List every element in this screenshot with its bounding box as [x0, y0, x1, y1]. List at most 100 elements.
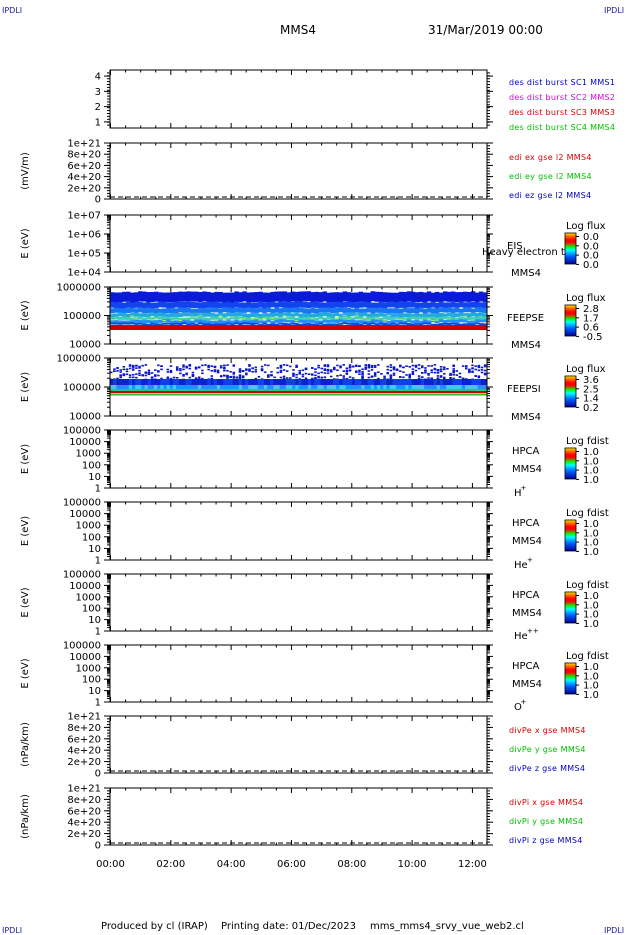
spectrogram-cell — [254, 379, 259, 385]
spectrogram-cell — [190, 316, 195, 320]
spectrogram-cell — [449, 372, 452, 375]
spectrogram-cell — [194, 317, 199, 321]
spectrogram-cell — [290, 291, 295, 302]
spectrogram-cell — [286, 307, 291, 313]
spectrogram-cell — [226, 379, 230, 385]
spectrogram-cell — [257, 379, 262, 385]
spectrogram-cell — [223, 369, 226, 372]
spectrogram-cell — [153, 375, 157, 377]
spectrogram-cell — [354, 315, 360, 317]
spectrogram-cell — [279, 366, 283, 369]
spectrogram-cell — [452, 377, 455, 380]
spectrogram-cell — [150, 322, 155, 325]
spectrogram-cell — [322, 302, 327, 309]
spectrogram-cell — [260, 389, 265, 391]
spectrogram-cell — [436, 369, 440, 372]
time-tick-label: 04:00 — [217, 859, 246, 870]
spectrogram-cell — [114, 292, 119, 303]
y-tick-label: 1e+21 — [67, 712, 101, 723]
spectrogram-cell — [238, 302, 243, 309]
spectrogram-cell — [443, 366, 446, 369]
spectrogram-cell — [216, 379, 221, 385]
spectrogram-cell — [455, 385, 460, 389]
y-tick-label: 1e+21 — [67, 139, 101, 150]
spectrogram-cell — [246, 313, 251, 318]
spectrogram-cell — [450, 316, 456, 320]
legend-entry: edi ez gse l2 MMS4 — [509, 191, 591, 200]
spectrogram-cell — [330, 313, 335, 318]
spectrogram-cell — [389, 376, 393, 378]
colorbar — [564, 591, 577, 624]
spectrogram-cell — [238, 385, 243, 389]
spectrogram-cell — [422, 319, 428, 323]
spectrogram-cell — [458, 319, 464, 323]
spectrogram-cell — [135, 365, 138, 367]
y-tick-label: 6e+20 — [67, 161, 101, 172]
spectrogram-cell — [478, 302, 484, 309]
spectrogram-cell — [191, 375, 195, 377]
spectrogram-cell — [382, 320, 388, 322]
spectrogram-cell — [398, 313, 404, 318]
spectrogram-cell — [346, 316, 352, 320]
spectrogram-cell — [186, 301, 191, 308]
y-tick-label: 0 — [95, 195, 101, 206]
spectrogram-cell — [390, 313, 396, 318]
spectrogram-cell — [443, 379, 447, 385]
spectrogram-cell — [185, 379, 189, 385]
y-tick-label: 100 — [82, 460, 101, 471]
spectrogram-cell — [241, 389, 246, 391]
spectrogram-cell — [389, 364, 393, 366]
y-tick-label: 10000 — [69, 437, 101, 448]
spectrogram-cell — [204, 389, 208, 391]
panel-frame — [109, 429, 488, 489]
spectrogram-cell — [210, 292, 215, 303]
spectrogram-cell — [286, 302, 291, 309]
spectrogram-cell — [455, 370, 459, 372]
spectrogram-cell — [216, 385, 221, 389]
spectrogram-cell — [398, 308, 404, 314]
spectrogram-cell — [383, 375, 386, 378]
spectrogram-cell — [179, 369, 182, 372]
spectrogram-cell — [126, 308, 131, 314]
y-tick-label: 100000 — [63, 426, 101, 437]
spectrogram-cell — [471, 385, 475, 389]
spectrogram-cell — [394, 308, 400, 314]
spectrogram-cell — [323, 372, 327, 374]
spectrogram-cell — [414, 385, 419, 389]
spectrogram-cell — [122, 368, 126, 371]
spectrogram-cell — [411, 368, 415, 370]
spectrogram-cell — [434, 291, 440, 302]
spectrogram-cell — [110, 322, 115, 325]
spectrogram-cell — [358, 320, 364, 324]
spectrogram-cell — [389, 374, 393, 377]
corner-tag-bottom-left: IPDLI — [2, 926, 23, 935]
spectrogram-cell — [411, 379, 416, 385]
spectrogram-cell — [144, 374, 148, 377]
spectrogram-cell — [222, 313, 227, 318]
spectrogram-cell — [131, 369, 135, 371]
spectrogram-cell — [185, 389, 189, 391]
spectrogram-cell — [414, 319, 420, 323]
spectrogram-cell — [320, 379, 325, 385]
spectrogram-cell — [370, 369, 374, 371]
spectrogram-cell — [202, 320, 207, 324]
spectrogram-cell — [434, 320, 440, 324]
spectrogram-cell — [282, 379, 287, 385]
spectrogram-cell — [374, 317, 380, 319]
spectrogram-cell — [270, 389, 274, 391]
spectrogram-cell — [285, 385, 290, 389]
spectrogram-cell — [198, 317, 203, 321]
spectrogram-cell — [470, 319, 476, 321]
panel-frame — [109, 214, 488, 273]
colorbar-tick-label: 1.0 — [583, 519, 599, 530]
spectrogram-cell — [150, 319, 155, 321]
spectrogram-cell — [169, 379, 174, 385]
spectrogram-cell — [295, 366, 298, 368]
spectrogram-cell — [226, 320, 231, 324]
spectrogram-cell — [386, 292, 392, 303]
spectrogram-cell — [226, 292, 231, 303]
spectrogram-cell — [219, 385, 224, 389]
spectrogram-cell — [438, 323, 444, 326]
spectrogram-cell — [226, 389, 230, 391]
